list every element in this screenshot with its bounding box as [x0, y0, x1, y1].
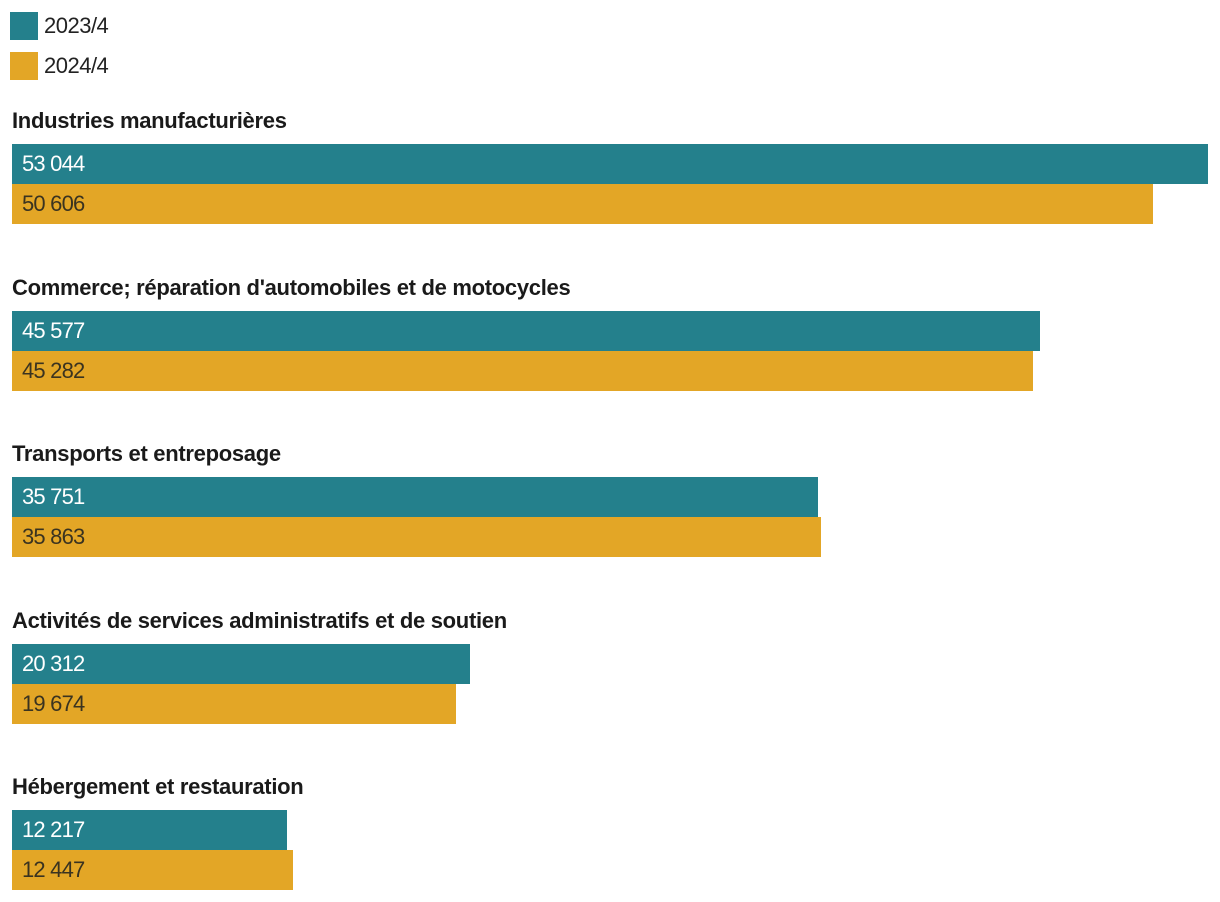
category-label: Commerce; réparation d'automobiles et de…	[12, 275, 571, 300]
category-label: Industries manufacturières	[12, 108, 287, 133]
bar: 35 751	[12, 477, 818, 517]
legend-label: 2023/4	[44, 13, 109, 38]
bar-value-label: 50 606	[22, 191, 85, 216]
category-label: Hébergement et restauration	[12, 774, 304, 799]
bar: 53 044	[12, 144, 1208, 184]
legend-item: 2024/4	[10, 52, 109, 80]
category-label: Transports et entreposage	[12, 441, 281, 466]
bar: 19 674	[12, 684, 456, 724]
bar: 20 312	[12, 644, 470, 684]
bar-value-label: 45 577	[22, 318, 85, 343]
legend-swatch	[10, 12, 38, 40]
bar-value-label: 12 217	[22, 817, 85, 842]
category-label: Activités de services administratifs et …	[12, 608, 507, 633]
bar-value-label: 19 674	[22, 691, 85, 716]
bar: 12 217	[12, 810, 287, 850]
bar: 35 863	[12, 517, 821, 557]
bar-value-label: 45 282	[22, 358, 85, 383]
bar: 12 447	[12, 850, 293, 890]
bar-value-label: 35 863	[22, 524, 85, 549]
bar-value-label: 35 751	[22, 484, 85, 509]
bar: 45 282	[12, 351, 1033, 391]
bar: 50 606	[12, 184, 1153, 224]
bar-value-label: 12 447	[22, 857, 85, 882]
legend-item: 2023/4	[10, 12, 109, 40]
bar: 45 577	[12, 311, 1040, 351]
bar-value-label: 53 044	[22, 151, 85, 176]
legend-label: 2024/4	[44, 53, 109, 78]
legend-swatch	[10, 52, 38, 80]
bar-value-label: 20 312	[22, 651, 85, 676]
